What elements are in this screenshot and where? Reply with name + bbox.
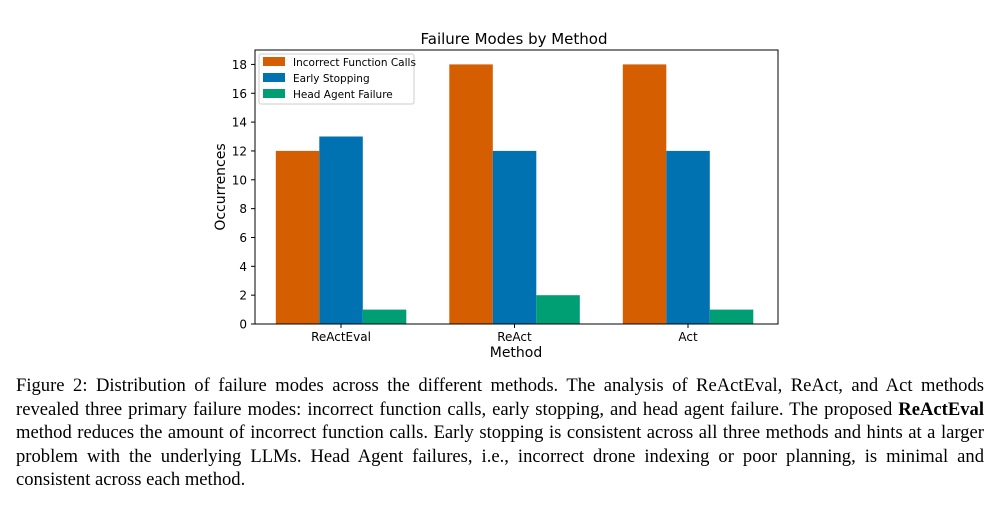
bar-incorrect-function-calls-react — [449, 64, 493, 325]
caption-text-suffix: method reduces the amount of incorrect f… — [16, 422, 984, 490]
legend-swatch — [263, 57, 285, 66]
y-tick-label: 6 — [239, 231, 247, 245]
x-tick-label: ReAct — [497, 330, 532, 344]
caption-bold-method: ReActEval — [898, 398, 984, 420]
y-axis: 0 2 4 6 8 10 12 14 16 18 — [232, 58, 255, 332]
legend-frame — [258, 53, 415, 105]
figure: Failure Modes by Method 0 2 4 6 8 10 12 14 16 18 … — [213, 30, 779, 361]
x-axis-label: Method — [490, 345, 543, 361]
x-tick-label: ReActEval — [311, 330, 371, 344]
chart-title: Failure Modes by Method — [421, 30, 608, 48]
plot-frame — [254, 49, 779, 325]
y-tick-label: 16 — [232, 87, 247, 101]
bar-head-agent-failure-reacteval — [362, 309, 407, 324]
y-axis-label: Occurrences — [213, 143, 229, 230]
legend-swatch — [263, 89, 285, 98]
bar-early-stopping-react — [492, 150, 537, 324]
y-tick-label: 2 — [239, 289, 247, 303]
y-tick-label: 10 — [232, 173, 247, 187]
y-tick-label: 14 — [232, 116, 247, 130]
bar-early-stopping-reacteval — [319, 136, 363, 324]
legend-label: Incorrect Function Calls — [293, 57, 416, 69]
y-tick-label: 8 — [239, 202, 247, 216]
bar-head-agent-failure-act — [709, 309, 754, 324]
y-tick-label: 0 — [239, 318, 247, 332]
x-axis: ReActEval ReAct Act — [311, 324, 698, 344]
caption-text-prefix: Figure 2: Distribution of failure modes … — [16, 375, 984, 420]
legend-swatch — [263, 73, 285, 82]
legend-label: Early Stopping — [293, 73, 370, 85]
bar-head-agent-failure-react — [536, 295, 580, 324]
legend: Incorrect Function Calls Early Stopping He… — [258, 53, 416, 105]
bar-early-stopping-act — [666, 150, 710, 324]
bar-incorrect-function-calls-reacteval — [275, 150, 320, 324]
y-tick-label: 18 — [232, 58, 247, 72]
y-tick-label: 12 — [232, 144, 247, 158]
y-tick-label: 4 — [239, 260, 247, 274]
legend-label: Head Agent Failure — [293, 89, 393, 101]
figure-caption: Figure 2: Distribution of failure modes … — [16, 374, 984, 492]
bar-incorrect-function-calls-act — [622, 64, 667, 325]
bar-chart: Failure Modes by Method 024681012141618 … — [213, 30, 779, 361]
bars-layer — [275, 64, 754, 325]
x-tick-label: Act — [678, 330, 698, 344]
